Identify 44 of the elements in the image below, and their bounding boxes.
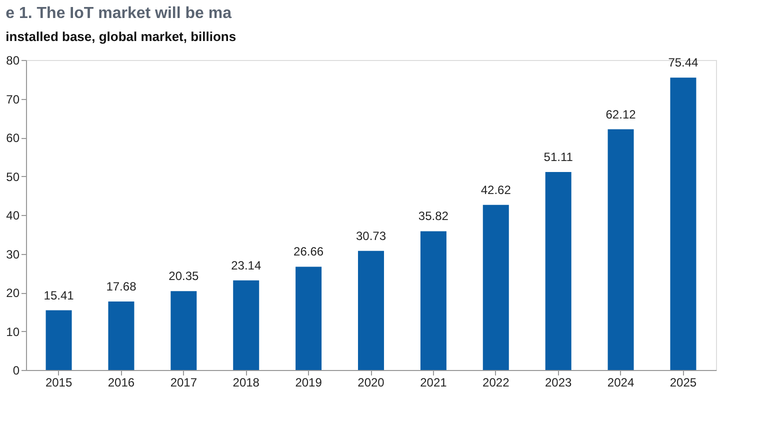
bar xyxy=(482,204,509,370)
y-tick-label: 20 xyxy=(6,286,20,300)
bar xyxy=(296,266,322,370)
bar xyxy=(545,172,572,370)
y-tick-label: 40 xyxy=(6,208,20,222)
bar xyxy=(170,291,197,370)
x-tick-label: 2021 xyxy=(420,376,448,390)
data-label: 17.68 xyxy=(106,279,137,294)
x-tick-label: 2023 xyxy=(544,376,572,390)
x-tick-label: 2016 xyxy=(108,376,135,390)
bar xyxy=(670,78,696,370)
data-label: 35.82 xyxy=(418,209,449,224)
x-tick-label: 2017 xyxy=(170,376,198,390)
bar xyxy=(608,129,634,370)
x-tick-label: 2025 xyxy=(670,376,697,390)
chart-subtitle: installed base, global market, billions xyxy=(6,29,236,44)
y-tick-label: 60 xyxy=(6,131,20,145)
x-tick-label: 2024 xyxy=(607,376,634,390)
data-label: 23.14 xyxy=(231,258,262,272)
data-label: 62.12 xyxy=(606,107,636,122)
chart-title: e 1. The IoT market will be ma xyxy=(6,5,232,22)
x-tick-label: 2020 xyxy=(358,376,385,390)
x-tick-label: 2018 xyxy=(232,376,260,390)
data-label: 75.44 xyxy=(668,56,699,70)
x-tick-label: 2022 xyxy=(482,376,510,390)
x-tick-label: 2019 xyxy=(295,376,322,390)
y-tick-label: 80 xyxy=(6,54,20,68)
bar xyxy=(358,250,384,370)
bar xyxy=(420,231,446,370)
y-tick-label: 50 xyxy=(6,170,20,184)
y-tick-label: 10 xyxy=(6,324,20,339)
bar xyxy=(233,280,260,370)
y-tick-label: 30 xyxy=(6,247,20,262)
data-label: 42.62 xyxy=(480,182,512,197)
data-label: 26.66 xyxy=(294,244,324,259)
data-label: 30.73 xyxy=(356,228,386,243)
x-tick-label: 2015 xyxy=(45,376,72,390)
data-label: 15.41 xyxy=(44,288,74,302)
data-label: 51.11 xyxy=(544,150,574,164)
bar xyxy=(46,310,72,370)
bar xyxy=(108,301,134,370)
data-label: 20.35 xyxy=(168,269,200,284)
y-tick-label: 70 xyxy=(6,92,20,106)
y-tick-label: 0 xyxy=(12,364,20,378)
